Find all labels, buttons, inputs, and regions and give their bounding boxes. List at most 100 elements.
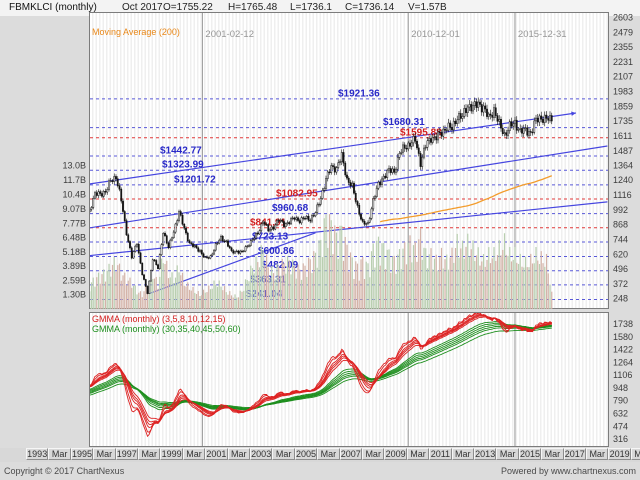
time-axis-label: Mar [93, 448, 116, 460]
time-axis-label: 2003 [250, 448, 273, 460]
time-axis-label: Mar [48, 448, 71, 460]
svg-text:1364: 1364 [613, 160, 633, 170]
svg-text:474: 474 [613, 421, 628, 431]
svg-text:1859: 1859 [613, 101, 633, 111]
close-value: C=1736.14 [345, 2, 395, 13]
svg-text:1983: 1983 [613, 87, 633, 97]
time-axis-label: Mar [362, 448, 385, 460]
time-axis-label: Mar [138, 448, 161, 460]
time-axis-label: Mar [406, 448, 430, 460]
time-axis-label: Mar [182, 448, 206, 460]
svg-text:1116: 1116 [613, 190, 632, 200]
svg-text:2010-12-01: 2010-12-01 [411, 29, 460, 40]
time-axis-label: 2005 [294, 448, 318, 460]
svg-text:$482.09: $482.09 [262, 260, 299, 271]
low-value: L=1736.1 [290, 2, 332, 13]
svg-text:2479: 2479 [613, 27, 633, 37]
svg-text:1240: 1240 [613, 175, 633, 185]
svg-text:3.89B: 3.89B [62, 261, 86, 271]
svg-text:$1595.88: $1595.88 [400, 127, 442, 138]
time-axis-label: Mar [630, 448, 640, 460]
svg-text:13.0B: 13.0B [62, 161, 86, 171]
svg-text:11.7B: 11.7B [63, 175, 86, 185]
svg-text:$1442.77: $1442.77 [160, 146, 202, 157]
svg-text:$1323.99: $1323.99 [162, 160, 204, 171]
svg-text:790: 790 [613, 396, 628, 406]
svg-text:620: 620 [613, 249, 628, 259]
time-axis-label: Mar [317, 448, 340, 460]
moving-average-legend[interactable]: Moving Average (200) [92, 27, 180, 37]
time-axis-label: Mar [496, 448, 519, 460]
time-axis-label: 2009 [384, 448, 407, 460]
svg-text:$1680.31: $1680.31 [383, 117, 425, 128]
svg-text:2231: 2231 [613, 57, 633, 67]
svg-text:2.59B: 2.59B [62, 275, 86, 285]
svg-text:2001-02-12: 2001-02-12 [205, 29, 254, 40]
svg-text:$841.91: $841.91 [250, 217, 287, 228]
svg-text:2603: 2603 [613, 13, 633, 23]
svg-text:1738: 1738 [613, 319, 633, 329]
svg-text:1611: 1611 [613, 131, 632, 141]
time-axis-label: 2013 [474, 448, 497, 460]
svg-text:$600.86: $600.86 [258, 246, 295, 257]
svg-text:$960.68: $960.68 [272, 203, 309, 214]
time-axis-label: 2001 [205, 448, 228, 460]
svg-text:2107: 2107 [613, 72, 633, 82]
gmma-short-legend[interactable]: GMMA (monthly) (3,5,8,10,12,15) [92, 314, 226, 324]
svg-text:868: 868 [613, 220, 628, 230]
svg-text:1735: 1735 [613, 116, 633, 126]
svg-text:948: 948 [613, 383, 628, 393]
svg-text:$1921.36: $1921.36 [338, 88, 380, 99]
time-axis-label: 2015 [518, 448, 542, 460]
svg-text:1422: 1422 [613, 345, 633, 355]
svg-text:10.4B: 10.4B [62, 189, 86, 199]
svg-text:2355: 2355 [613, 42, 633, 52]
svg-text:$1201.72: $1201.72 [174, 174, 216, 185]
svg-text:1.30B: 1.30B [62, 290, 86, 300]
time-axis-label: Mar [272, 448, 295, 460]
time-axis-label: 1997 [115, 448, 138, 460]
svg-text:5.18B: 5.18B [62, 247, 86, 257]
svg-text:632: 632 [613, 408, 628, 418]
svg-text:744: 744 [613, 234, 628, 244]
gmma-plot-layer [90, 313, 553, 446]
time-axis-label: 2017 [563, 448, 586, 460]
svg-text:992: 992 [613, 205, 628, 215]
gmma-long-legend[interactable]: GMMA (monthly) (30,35,40,45,50,60) [92, 324, 241, 334]
svg-text:$723.13: $723.13 [252, 231, 289, 242]
svg-text:$1082.95: $1082.95 [276, 188, 318, 199]
time-axis-label: Mar [227, 448, 250, 460]
symbol-title: FBMKLCI (monthly) [9, 2, 97, 13]
time-axis-label: Mar [451, 448, 474, 460]
svg-text:7.77B: 7.77B [62, 218, 86, 228]
price-plot-layer: 2001-02-12 2010-12-01 2015-12-31 $1921.36 $1… [90, 13, 608, 309]
bar-date: Oct 2017 [122, 2, 163, 13]
svg-text:1487: 1487 [613, 146, 633, 156]
status-footer: Copyright © 2017 ChartNexus Powered by w… [0, 462, 640, 480]
svg-text:316: 316 [613, 434, 628, 444]
time-axis-label: Mar [541, 448, 564, 460]
svg-text:2015-12-31: 2015-12-31 [518, 29, 567, 40]
time-axis-label: Mar [586, 448, 609, 460]
time-axis-label: 1993 [26, 448, 49, 460]
time-axis-label: 1999 [160, 448, 183, 460]
svg-text:1264: 1264 [613, 357, 633, 367]
svg-text:6.48B: 6.48B [62, 233, 86, 243]
open-value: O=1755.22 [163, 2, 213, 13]
svg-text:248: 248 [613, 294, 628, 304]
volume-value: V=1.57B [408, 2, 447, 13]
high-value: H=1765.48 [228, 2, 278, 13]
svg-text:496: 496 [613, 264, 628, 274]
price-chart-panel[interactable] [89, 12, 609, 309]
time-axis-label: 2019 [608, 448, 631, 460]
time-axis-label: 1995 [70, 448, 94, 460]
svg-text:9.07B: 9.07B [62, 204, 86, 214]
time-axis: 1993 Mar 1995 Mar 1997 Mar 1999 Mar 2001 Mar 2003 M… [0, 448, 640, 462]
svg-text:372: 372 [613, 279, 628, 289]
powered-by-text: Powered by www.chartnexus.com [500, 466, 636, 476]
copyright-text: Copyright © 2017 ChartNexus [4, 466, 125, 476]
svg-text:1580: 1580 [613, 332, 633, 342]
svg-text:1106: 1106 [613, 370, 632, 380]
